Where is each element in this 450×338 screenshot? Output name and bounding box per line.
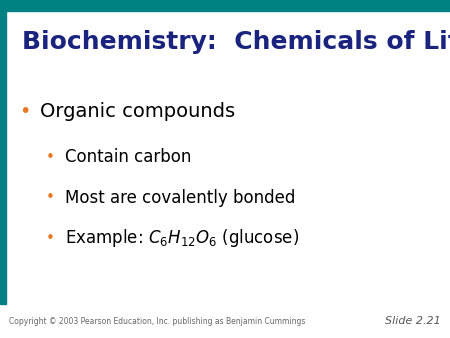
Text: •: • <box>46 150 55 165</box>
Text: Copyright © 2003 Pearson Education, Inc. publishing as Benjamin Cummings: Copyright © 2003 Pearson Education, Inc.… <box>9 317 306 325</box>
Text: Most are covalently bonded: Most are covalently bonded <box>65 189 296 207</box>
Bar <box>0 0 450 11</box>
Text: •: • <box>46 231 55 246</box>
Text: Slide 2.21: Slide 2.21 <box>385 316 441 326</box>
Text: •: • <box>19 102 31 121</box>
Text: •: • <box>46 190 55 205</box>
Text: Organic compounds: Organic compounds <box>40 102 236 121</box>
Bar <box>0 11 6 304</box>
Text: Biochemistry:  Chemicals of Life: Biochemistry: Chemicals of Life <box>22 30 450 54</box>
Text: Contain carbon: Contain carbon <box>65 148 192 166</box>
Text: Example: $C_6H_{12}O_6$ (glucose): Example: $C_6H_{12}O_6$ (glucose) <box>65 227 299 249</box>
